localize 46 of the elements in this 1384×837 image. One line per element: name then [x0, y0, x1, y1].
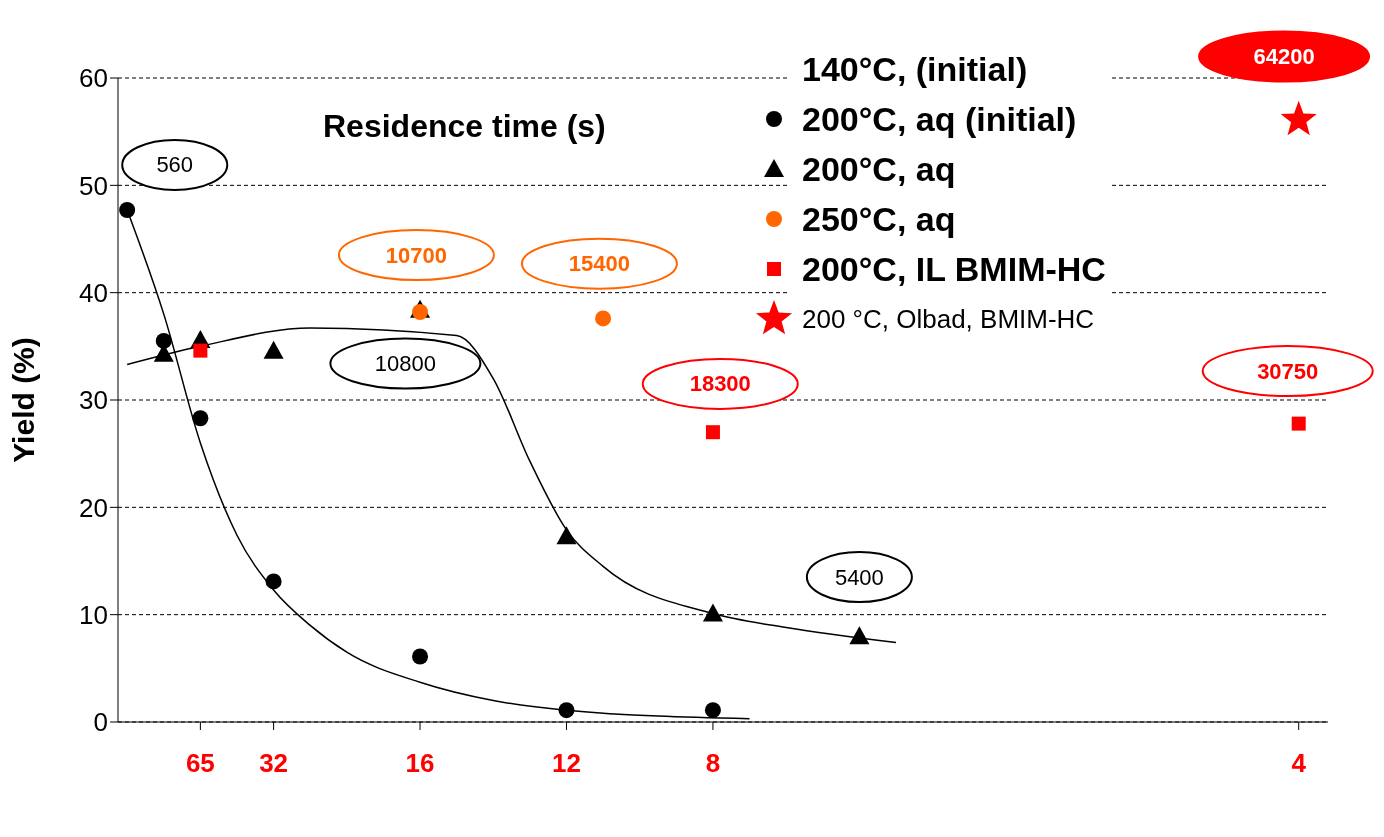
point	[265, 573, 282, 590]
point	[155, 332, 172, 349]
x-tick-label: 32	[259, 748, 289, 779]
y-tick-label: 50	[79, 170, 108, 201]
annotation: 15400	[568, 251, 631, 277]
annotation: 10800	[374, 351, 436, 377]
point	[1280, 100, 1317, 136]
legend-label: 200 °C, Olbad, BMIM-HC	[801, 303, 1095, 335]
annotation: 560	[156, 152, 194, 178]
x-tick-label: 4	[1291, 748, 1307, 779]
point	[193, 343, 208, 358]
point	[595, 310, 612, 327]
y-axis-title: Yield (%)	[6, 337, 40, 463]
y-tick-label: 40	[79, 277, 108, 308]
point	[263, 340, 284, 359]
point	[119, 202, 136, 219]
point	[192, 410, 209, 427]
x-tick-label: 65	[185, 748, 215, 779]
annotation: 18300	[689, 371, 751, 397]
point	[704, 702, 721, 719]
x-axis-title: Residence time (s)	[323, 108, 606, 145]
text: 64200	[1253, 44, 1315, 70]
point	[702, 603, 723, 622]
annotation: 30750	[1257, 358, 1319, 384]
y-tick-label: 20	[79, 492, 108, 523]
point	[705, 425, 720, 440]
x-tick-label: 16	[405, 748, 435, 779]
annotation: 10700	[385, 242, 447, 268]
point	[412, 303, 429, 320]
point	[412, 648, 429, 665]
annotation: 140°C, (initial)	[801, 49, 1029, 90]
y-tick-label: 10	[79, 599, 108, 630]
point	[1291, 416, 1306, 431]
y-tick-label: 30	[79, 385, 108, 416]
point	[849, 626, 870, 645]
y-tick-label: 60	[79, 63, 108, 94]
point	[558, 702, 575, 719]
point	[556, 526, 577, 545]
x-tick-label: 8	[705, 748, 721, 779]
legend-label: 250°C, aq	[801, 199, 956, 239]
legend-label: 200°C, aq	[801, 149, 956, 189]
y-tick-label: 0	[93, 707, 108, 738]
legend-label: 200°C, aq (initial)	[801, 99, 1077, 139]
annotation: 5400	[834, 564, 884, 590]
x-tick-label: 12	[552, 748, 581, 779]
legend-label: 200°C, IL BMIM-HC	[801, 249, 1106, 289]
